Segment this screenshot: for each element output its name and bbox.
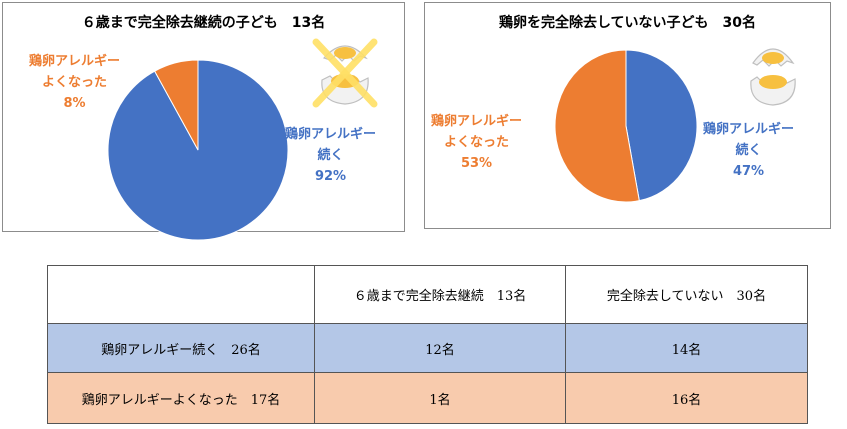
label-line: 鶏卵アレルギー <box>285 127 377 142</box>
label-line: よくなった <box>42 75 108 90</box>
pie-slice-allergy-continues <box>625 49 698 202</box>
slice-label-orange: 鶏卵アレルギー よくなった 53% <box>431 111 522 174</box>
pie-chart-right <box>554 49 698 203</box>
table-cell: 1名 <box>314 372 566 424</box>
table-header-row: ６歳まで完全除去継続 13名 完全除去していない 30名 <box>47 265 808 324</box>
chart-title: 鶏卵を完全除去していない子ども 30名 <box>498 15 757 31</box>
row-label-allergy-continues: 鶏卵アレルギー続く 26名 <box>47 323 315 373</box>
label-pct: 53% <box>460 156 493 171</box>
pie-slice-allergy-improved <box>153 59 199 151</box>
cracked-egg-crossed-out-icon <box>312 38 378 108</box>
pie-chart-left <box>107 59 289 241</box>
label-line: 続く <box>317 148 344 163</box>
slice-label-blue: 鶏卵アレルギー 続く 47% <box>703 119 794 182</box>
chart-panel-left: ６歳まで完全除去継続の子ども 13名 鶏卵アレルギー よくなった 8% 鶏卵アレ… <box>2 2 405 241</box>
slice-label-orange: 鶏卵アレルギー よくなった 8% <box>29 51 120 114</box>
pie-slice-allergy-improved <box>554 49 640 203</box>
label-line: 鶏卵アレルギー <box>703 122 795 137</box>
label-line: 鶏卵アレルギー <box>431 114 523 129</box>
summary-table: ６歳まで完全除去継続 13名 完全除去していない 30名 鶏卵アレルギー続く 2… <box>47 265 808 424</box>
table-cell: 12名 <box>314 323 566 373</box>
table-row: 鶏卵アレルギー続く 26名 12名 14名 <box>47 323 808 373</box>
label-line: 続く <box>735 143 762 158</box>
chart-panel-right: 鶏卵を完全除去していない子ども 30名 鶏卵アレルギー よくなった 53% 鶏卵… <box>424 2 831 229</box>
row-label-allergy-improved: 鶏卵アレルギーよくなった 17名 <box>47 372 315 424</box>
table-cell: 16名 <box>565 372 808 424</box>
table-cell: 14名 <box>565 323 808 373</box>
label-line: よくなった <box>444 135 510 150</box>
cracked-egg-icon <box>750 48 796 106</box>
table-row: 鶏卵アレルギーよくなった 17名 1名 16名 <box>47 372 808 424</box>
label-line: 鶏卵アレルギー <box>29 54 121 69</box>
chart-title: ６歳まで完全除去継続の子ども 13名 <box>81 15 326 31</box>
slice-label-blue: 鶏卵アレルギー 続く 92% <box>285 124 376 187</box>
header-cell-empty <box>47 265 315 324</box>
header-cell-not-eliminated: 完全除去していない 30名 <box>565 265 808 324</box>
label-pct: 92% <box>314 169 347 184</box>
label-pct: 8% <box>63 96 86 111</box>
label-pct: 47% <box>732 164 765 179</box>
header-cell-full-elimination: ６歳まで完全除去継続 13名 <box>314 265 566 324</box>
